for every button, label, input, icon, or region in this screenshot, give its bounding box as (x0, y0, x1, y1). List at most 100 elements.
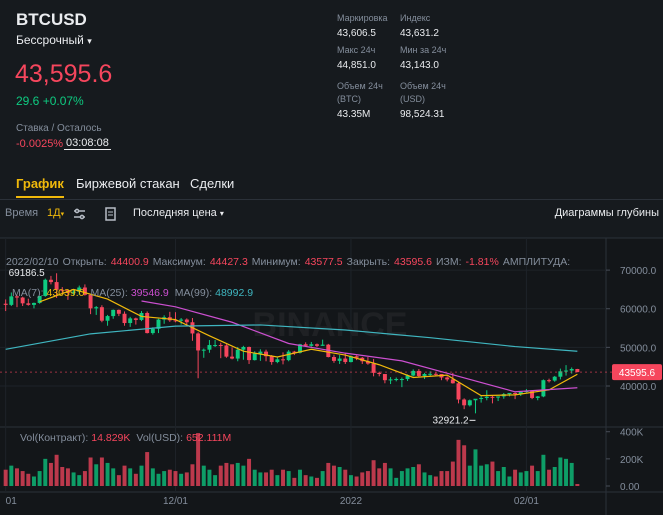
candle-body (411, 370, 416, 376)
volume-bar (139, 465, 144, 486)
x-tick-label: 02/01 (514, 496, 539, 507)
legend-item: 43595.6 (394, 256, 432, 268)
volume-tick-label: 400K (620, 428, 644, 439)
volume-bar (388, 468, 393, 486)
volume-bar (405, 468, 410, 486)
candle-body (479, 397, 484, 399)
volume-bar (348, 475, 353, 486)
volume-bar (218, 465, 223, 486)
legend-item: АМПЛИТУДА: (503, 256, 570, 268)
candle-body (43, 279, 48, 296)
candle-body (48, 279, 53, 283)
volume-bar (433, 476, 438, 486)
stat-value: 98,524.31 (400, 109, 445, 120)
candle-body (394, 379, 399, 381)
volume-bar (399, 471, 404, 486)
candle-body (133, 318, 138, 320)
volume-bar (281, 469, 285, 486)
volume-bar (43, 458, 48, 486)
toolbar-icons[interactable] (72, 206, 122, 222)
ohlc-legend: 2022/02/10 Открыть: 44400.9 Максимум: 44427.… (6, 256, 570, 268)
ma-line (39, 288, 578, 397)
legend-item: 44427.3 (210, 256, 248, 268)
candle-body (496, 396, 501, 398)
price-type[interactable]: Последняя цена ▾ (133, 207, 224, 219)
tab-active[interactable]: График (16, 176, 64, 198)
symbol[interactable]: BTCUSD (16, 10, 87, 29)
candle-body (3, 303, 8, 305)
candle-body (111, 309, 116, 317)
tab[interactable]: Биржевой стакан (76, 176, 180, 191)
interval[interactable]: 1Д▾ (47, 207, 65, 219)
stat: Маркировка 43,606.5 (337, 12, 395, 40)
volume-bar (382, 462, 387, 486)
stat-label: Макс 24ч (337, 45, 376, 55)
legend-item: Открыть: (63, 256, 107, 268)
volume-bar (196, 433, 201, 486)
candle-body (122, 313, 127, 324)
volume-bar (490, 461, 495, 486)
contract-type[interactable]: Бессрочный ▾ (16, 33, 92, 47)
y-tick-label: 50000.0 (620, 343, 657, 354)
candle-body (218, 345, 223, 347)
candle-body (456, 383, 461, 400)
volume-bar (377, 468, 382, 486)
volume-bar (37, 471, 42, 486)
volume-bar (484, 464, 489, 486)
volume-bar (552, 467, 557, 486)
candle-body (292, 351, 297, 353)
stat-value: 43,606.5 (337, 28, 376, 39)
watermark: BINANCE (253, 306, 408, 344)
volume-bar (569, 462, 574, 486)
stat-label: Индекс (400, 13, 431, 23)
candle-body (88, 294, 93, 309)
volume-bar (541, 454, 546, 486)
legend-item: 43577.5 (305, 256, 343, 268)
depth-chart[interactable]: Диаграммы глубины (554, 207, 659, 219)
candle-body (552, 376, 557, 381)
candle-body (196, 333, 201, 351)
stat: Макс 24ч 44,851.0 (337, 44, 395, 72)
volume-bar (501, 467, 506, 486)
legend-item: -1.81% (466, 256, 499, 268)
volume-bar (60, 467, 65, 486)
volume-bar (473, 449, 478, 486)
volume-bar (445, 471, 450, 486)
candle-body (303, 344, 308, 346)
volume-bar (207, 469, 212, 486)
candle-body (241, 346, 246, 350)
candle-body (507, 392, 512, 395)
volume-bar (82, 471, 87, 486)
candle-body (71, 291, 76, 293)
candle-body (9, 296, 14, 305)
tab[interactable]: Сделки (190, 176, 235, 191)
candle-body (99, 307, 104, 321)
volume-bar (179, 473, 184, 486)
stat: Мин за 24ч 43,143.0 (400, 44, 458, 72)
volume-bar (315, 477, 319, 486)
candle-body (281, 359, 285, 361)
candle-body (82, 287, 87, 295)
candle-body (201, 349, 206, 351)
volume-bar (343, 469, 348, 486)
countdown: 03:08:08 (64, 137, 111, 150)
divider (0, 199, 663, 200)
volume-bar (48, 462, 53, 486)
volume-bar (235, 462, 240, 486)
candle-body (54, 282, 59, 290)
stat-label: Мин за 24ч (400, 45, 447, 55)
volume-bar (309, 476, 314, 486)
volume-bar (575, 483, 580, 486)
ma-name: MA(25): (90, 287, 127, 299)
candle-body (473, 398, 478, 401)
volume-bar (264, 472, 269, 486)
volume-bar (524, 471, 529, 486)
volume-value: 652.111M (186, 432, 231, 444)
volume-bar (507, 476, 512, 486)
candle-body (382, 374, 387, 381)
contract: Бессрочный (16, 33, 84, 47)
volume-bar (241, 465, 246, 486)
stat-value: 43.35M (337, 109, 371, 120)
volume-bar (167, 469, 172, 486)
volume-bar (292, 477, 297, 486)
